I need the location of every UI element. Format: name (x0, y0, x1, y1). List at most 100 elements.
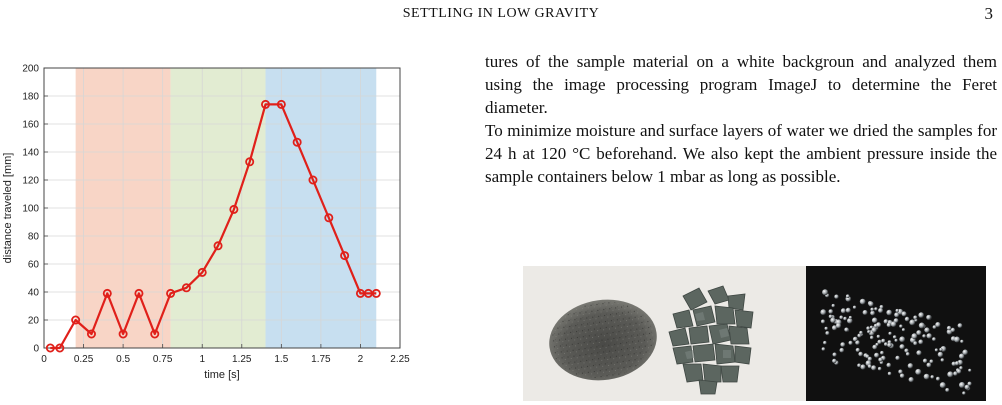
x-tick-label: 0.5 (116, 354, 130, 365)
glass-bead (922, 334, 926, 338)
glass-bead (857, 363, 861, 368)
running-title: SETTLING IN LOW GRAVITY (402, 6, 600, 21)
paragraph-1: tures of the sample material on a white … (485, 52, 997, 117)
y-tick-label: 160 (22, 120, 39, 131)
data-point (71, 315, 81, 325)
glass-bead (859, 298, 866, 305)
y-tick-label: 20 (28, 316, 40, 327)
glass-bead (832, 352, 837, 357)
glass-bead (886, 322, 892, 328)
glass-bead (822, 289, 829, 296)
glass-bead (899, 344, 905, 350)
glass-bead (916, 330, 922, 336)
glass-bead (888, 331, 892, 336)
glass-bead (954, 361, 960, 366)
glass-bead (886, 362, 892, 368)
x-tick-label: 2 (358, 354, 364, 365)
glass-bead (871, 317, 878, 324)
glass-bead (877, 339, 882, 345)
glass-bead (845, 307, 851, 313)
glass-bead (962, 391, 966, 395)
gravel-pile (668, 285, 754, 395)
x-tick-label: 2.25 (390, 354, 410, 365)
glass-bead (871, 365, 877, 371)
glass-bead (924, 327, 930, 333)
glass-bead (908, 377, 914, 383)
fine-sand-texture (551, 301, 655, 379)
glass-bead (872, 344, 878, 350)
glass-bead (959, 366, 963, 370)
glass-bead (870, 310, 875, 316)
glass-bead (876, 322, 882, 328)
y-axis-label: distance traveled [mm] (2, 153, 14, 264)
glass-bead (887, 371, 892, 376)
y-tick-label: 120 (22, 176, 39, 187)
glass-bead (951, 361, 956, 366)
data-point (276, 99, 286, 109)
glass-bead (821, 319, 825, 324)
glass-beads-background (806, 266, 986, 401)
glass-bead (954, 336, 960, 343)
y-tick-label: 60 (28, 260, 40, 271)
data-point (197, 267, 207, 277)
glass-bead (904, 316, 910, 322)
glass-bead (918, 339, 924, 345)
glass-bead (895, 308, 899, 313)
glass-bead (843, 316, 847, 321)
data-point (86, 329, 96, 339)
glass-bead (848, 340, 853, 345)
data-point (118, 329, 128, 339)
distance-time-chart: 0 0.25 0.5 0.75 1 1.25 1.5 1.75 2 2.25 0 20 40 60 80 10… (2, 64, 410, 382)
glass-bead (892, 335, 897, 339)
glass-bead (835, 323, 842, 329)
glass-bead (930, 375, 935, 379)
data-point (45, 343, 55, 353)
data-point (229, 204, 239, 214)
glass-bead (913, 315, 918, 320)
glass-bead (876, 334, 881, 339)
glass-bead (953, 371, 958, 376)
glass-bead (901, 328, 906, 332)
distance-time-figure: 0 0.25 0.5 0.75 1 1.25 1.5 1.75 2 2.25 0 20 40 60 80 10… (0, 58, 430, 388)
glass-bead (884, 342, 888, 347)
glass-bead (870, 335, 874, 340)
x-tick-label: 0.25 (74, 354, 94, 365)
glass-bead (855, 347, 860, 353)
glass-bead (962, 349, 968, 356)
glass-bead (834, 294, 839, 299)
glass-bead (960, 339, 964, 344)
glass-bead (907, 363, 914, 369)
glass-bead (909, 319, 916, 326)
data-point (102, 288, 112, 298)
glass-bead (820, 309, 827, 316)
glass-bead (823, 340, 827, 345)
body-text: tures of the sample material on a white … (485, 50, 997, 188)
glass-bead (926, 314, 932, 320)
y-tick-label: 40 (28, 288, 40, 299)
glass-bead (950, 327, 956, 333)
series-line (50, 103, 377, 350)
y-tick-label: 180 (22, 92, 39, 103)
glass-bead (879, 305, 884, 309)
glass-bead (881, 338, 886, 343)
glass-bead (874, 352, 880, 358)
glass-bead (839, 315, 844, 320)
glass-bead (901, 311, 907, 317)
data-point (261, 99, 271, 109)
glass-bead (830, 317, 836, 323)
data-point (181, 283, 191, 293)
glass-bead (899, 324, 903, 328)
glass-bead (828, 309, 834, 314)
glass-bead (926, 333, 932, 339)
glass-bead (947, 371, 954, 378)
glass-bead (937, 351, 944, 358)
glass-bead (899, 373, 905, 379)
glass-bead (832, 358, 837, 364)
glass-bead (867, 364, 872, 369)
data-point (55, 343, 65, 353)
glass-bead (874, 307, 878, 311)
glass-bead (945, 388, 950, 392)
glass-bead (867, 356, 873, 362)
glass-bead (844, 327, 849, 332)
glass-bead (904, 348, 909, 353)
